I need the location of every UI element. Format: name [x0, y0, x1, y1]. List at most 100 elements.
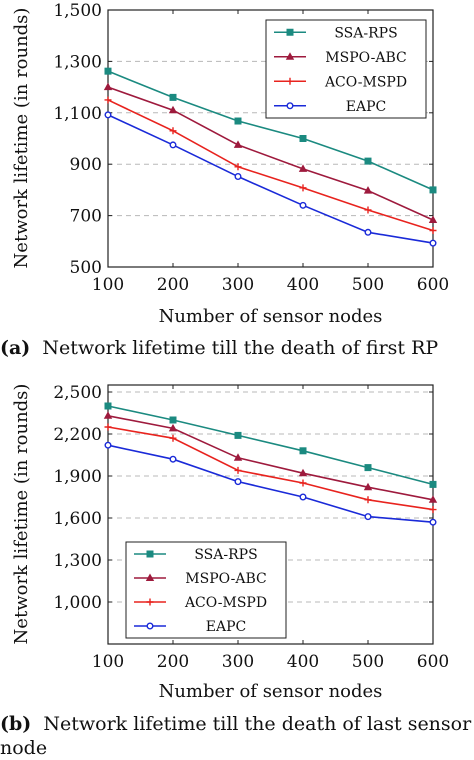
legend-swatch-marker: [286, 28, 294, 36]
data-point-ssa-rps: [104, 402, 112, 410]
y-tick-label: 1,500: [53, 1, 102, 21]
x-tick-label: 400: [287, 652, 319, 672]
series-line-eapc: [107, 114, 434, 244]
data-point-eapc: [364, 228, 372, 236]
data-point-aco-mspd: [104, 423, 112, 431]
legend-item: ACO-MSPD: [134, 595, 267, 611]
data-point-eapc: [169, 141, 177, 149]
legend-label: EAPC: [346, 99, 386, 115]
y-tick-label: 700: [70, 207, 102, 227]
data-point-mspo-abc: [428, 215, 438, 223]
series-line-aco-mspd: [107, 426, 434, 511]
data-point-mspo-abc: [233, 453, 243, 461]
legend-swatch-marker: [146, 550, 154, 558]
data-point-mspo-abc: [103, 82, 113, 91]
plot-frame: [107, 384, 434, 645]
series-ssa-rps: [104, 402, 437, 488]
data-point-ssa-rps: [169, 93, 177, 101]
x-tick-label: 200: [157, 652, 189, 672]
y-tick-label: 2,500: [53, 383, 102, 403]
x-tick-label: 500: [352, 275, 384, 295]
caption-a: (a) Network lifetime till the death of f…: [0, 336, 474, 360]
data-point-eapc: [169, 455, 177, 463]
data-point-ssa-rps: [104, 67, 112, 75]
chart-a: 500 700 900 1,100 1,300 1,500 100 200 300 400 500 6…: [11, 1, 449, 327]
data-point-mspo-abc: [363, 186, 373, 194]
data-point-aco-mspd: [364, 496, 372, 504]
y-tick-label: 900: [70, 155, 102, 175]
y-tick-label: 1,300: [53, 52, 102, 72]
series-ssa-rps: [104, 67, 437, 194]
y-axis-label: Network lifetime (in rounds): [11, 384, 32, 645]
x-tick-label: 300: [222, 652, 254, 672]
data-point-mspo-abc: [298, 468, 308, 477]
series-line-ssa-rps: [107, 405, 434, 486]
data-point-aco-mspd: [429, 227, 437, 235]
caption-b-label: (b): [0, 713, 32, 735]
series-line-eapc: [107, 444, 434, 523]
legend-swatch-marker: [145, 573, 155, 581]
data-point-aco-mspd: [234, 466, 242, 474]
x-tick-label: 100: [92, 275, 124, 295]
legend-item: EAPC: [274, 99, 386, 115]
y-tick-label: 1,000: [53, 593, 102, 613]
data-point-ssa-rps: [299, 447, 307, 455]
data-point-aco-mspd: [169, 127, 177, 135]
legend-item: MSPO-ABC: [134, 571, 267, 587]
y-tick-label: 1,100: [53, 104, 102, 124]
legend-swatch-marker: [146, 622, 154, 630]
y-tick-label: 500: [70, 258, 102, 278]
data-point-mspo-abc: [363, 482, 373, 491]
legend-swatch-marker: [286, 102, 294, 110]
legend-label: SSA-RPS: [194, 547, 257, 563]
data-point-eapc: [104, 441, 112, 449]
data-point-eapc: [104, 111, 112, 119]
data-point-ssa-rps: [364, 157, 372, 165]
data-point-aco-mspd: [104, 96, 112, 104]
data-point-ssa-rps: [364, 464, 372, 472]
series-mspo-abc: [103, 82, 438, 223]
x-axis-label: Number of sensor nodes: [159, 306, 383, 327]
data-point-mspo-abc: [103, 411, 113, 419]
legend-item: SSA-RPS: [274, 25, 398, 41]
legend-swatch-marker: [285, 52, 295, 60]
series-line-ssa-rps: [107, 70, 434, 191]
y-axis-label: Network lifetime (in rounds): [11, 8, 32, 269]
y-tick-label: 1,900: [53, 467, 102, 487]
y-tick-label: 2,200: [53, 425, 102, 445]
series-mspo-abc: [103, 411, 438, 503]
legend-label: SSA-RPS: [334, 25, 397, 41]
x-tick-label: 200: [157, 275, 189, 295]
series-eapc: [104, 111, 437, 247]
caption-a-text: Network lifetime till the death of first…: [42, 337, 439, 359]
series-aco-mspd: [104, 96, 437, 235]
caption-a-label: (a): [0, 337, 31, 359]
legend-label: ACO-MSPD: [184, 595, 267, 611]
x-tick-label: 600: [417, 652, 449, 672]
data-point-eapc: [299, 201, 307, 209]
series-line-mspo-abc: [107, 86, 434, 221]
data-point-aco-mspd: [234, 163, 242, 171]
data-point-ssa-rps: [429, 480, 437, 488]
series-line-aco-mspd: [107, 99, 434, 232]
legend-swatch-marker: [286, 77, 294, 85]
data-point-aco-mspd: [299, 184, 307, 192]
data-point-eapc: [429, 518, 437, 526]
data-point-ssa-rps: [234, 431, 242, 439]
legend-label: ACO-MSPD: [324, 74, 407, 90]
legend: SSA-RPS MSPO-ABC ACO-MSPD EAPC: [265, 19, 427, 119]
legend-item: EAPC: [134, 619, 246, 635]
data-point-ssa-rps: [429, 186, 437, 194]
legend-item: ACO-MSPD: [274, 74, 407, 90]
data-point-eapc: [234, 173, 242, 181]
data-point-mspo-abc: [168, 423, 178, 432]
legend: SSA-RPS MSPO-ABC ACO-MSPD EAPC: [125, 541, 287, 639]
data-point-mspo-abc: [168, 105, 178, 114]
x-tick-label: 100: [92, 652, 124, 672]
legend-box: [125, 541, 287, 639]
caption-b: (b) Network lifetime till the death of l…: [0, 712, 474, 760]
data-point-eapc: [429, 239, 437, 247]
chart-b: 1,000 1,300 1,600 1,900 2,200 2,500 100 200 300 4…: [11, 383, 449, 702]
caption-b-text: Network lifetime till the death of last …: [0, 713, 472, 759]
